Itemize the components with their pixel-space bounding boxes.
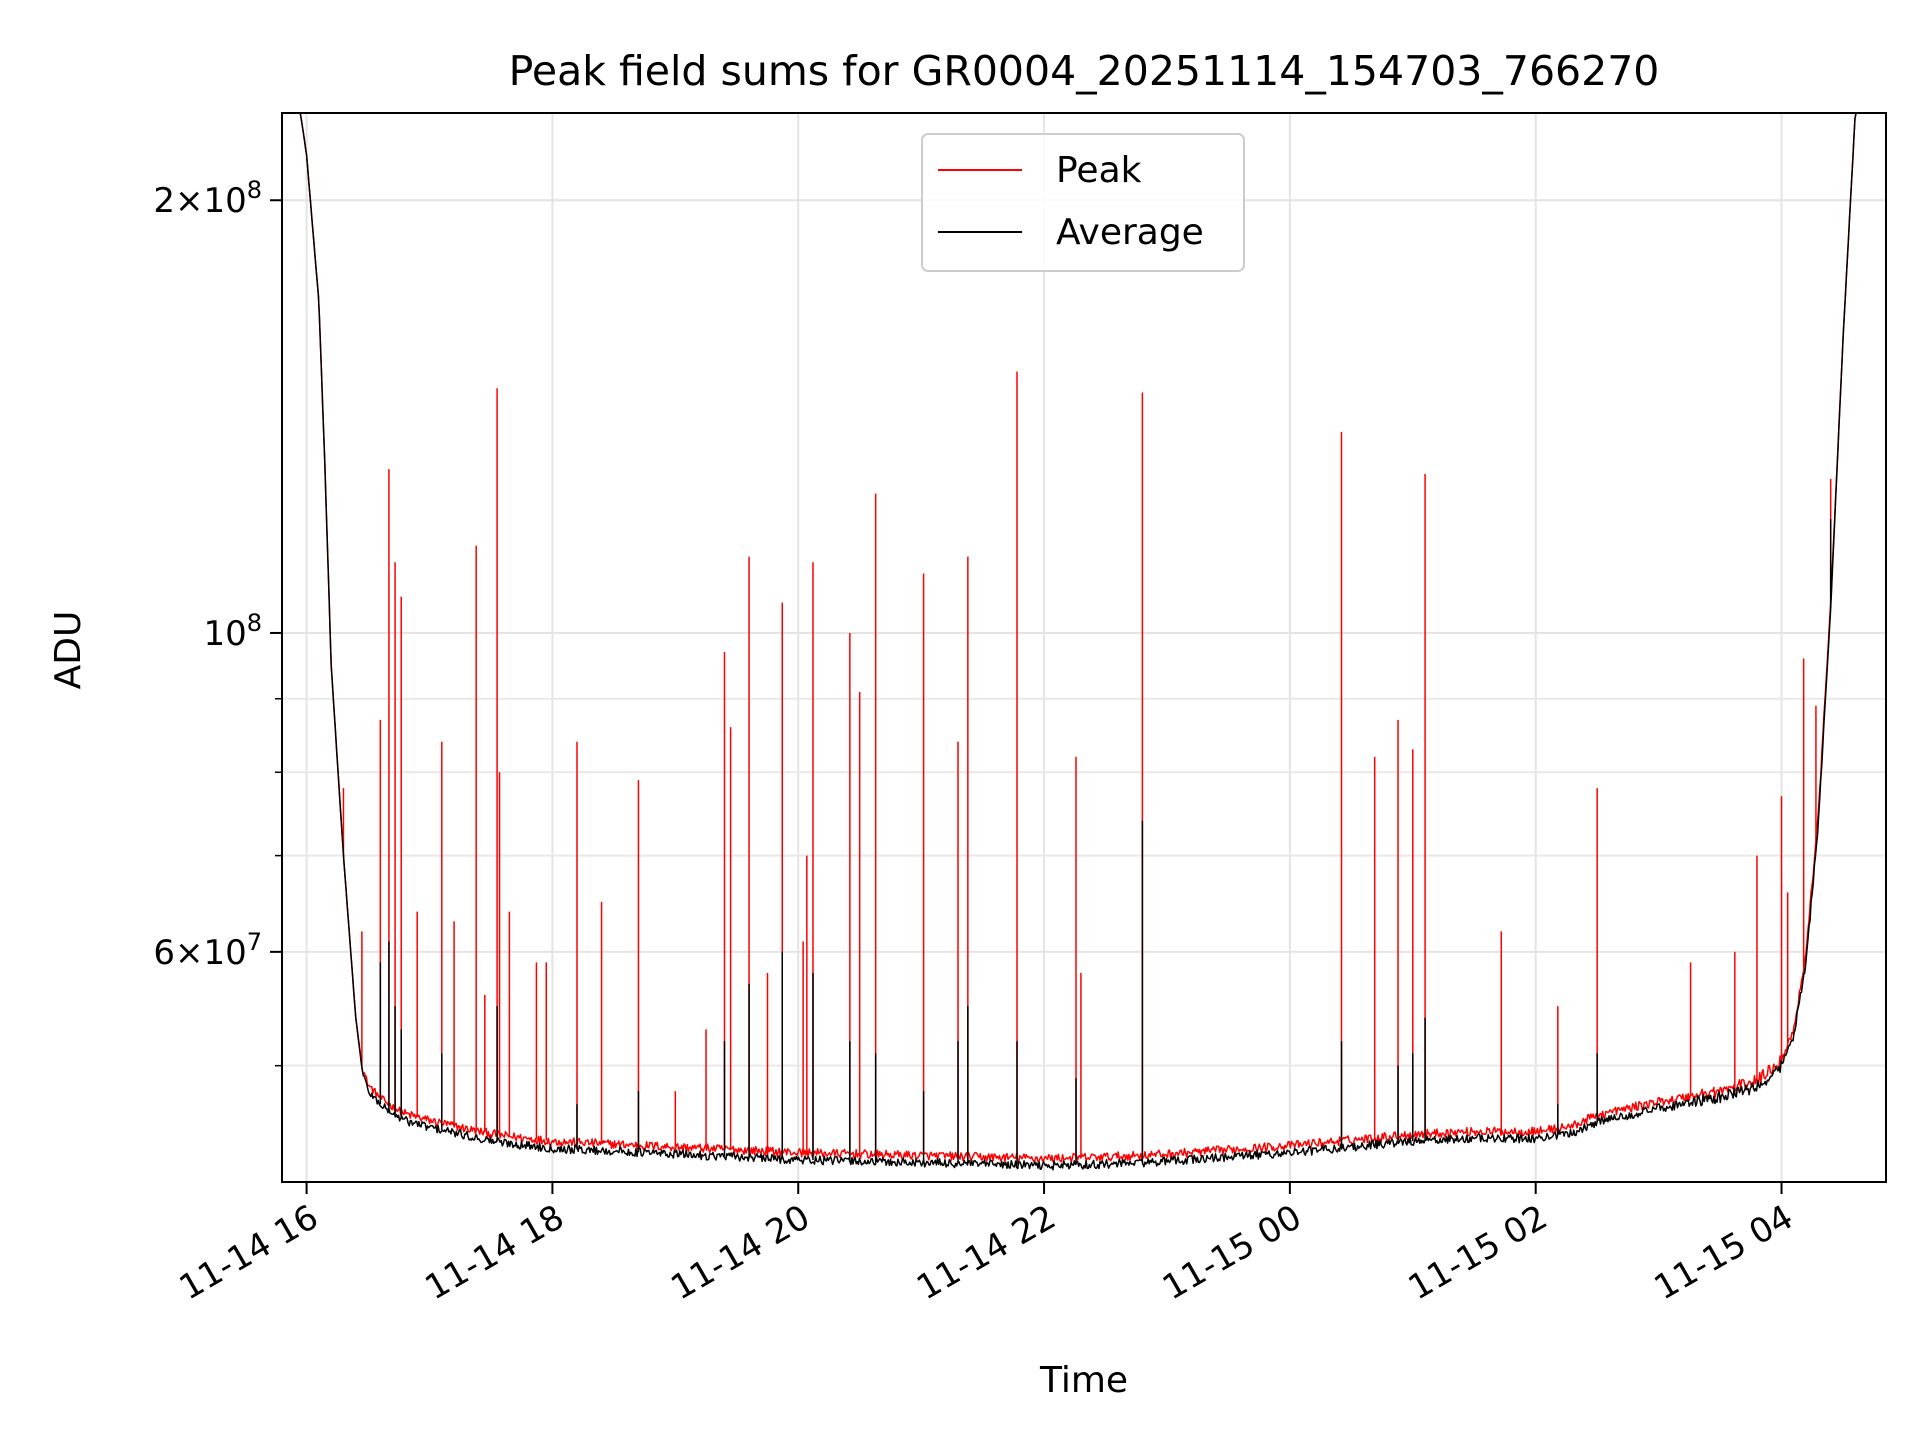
- legend-label-average: Average: [1056, 212, 1204, 253]
- plot-frame: [281, 112, 1887, 1183]
- y-tick-label: 2×108: [153, 176, 262, 221]
- grid-layer: [282, 113, 1886, 1182]
- legend-label-peak: Peak: [1056, 150, 1142, 191]
- legend: Peak Average: [921, 133, 1245, 272]
- y-axis-label: ADU: [48, 611, 89, 690]
- series-line-peak: [282, 112, 1886, 1163]
- x-axis-label: Time: [1039, 1360, 1128, 1401]
- y-tick-label: 6×107: [153, 928, 262, 973]
- series-layer: [282, 112, 1886, 1171]
- legend-box: [921, 133, 1245, 272]
- chart-title: Peak field sums for GR0004_20251114_1547…: [509, 47, 1660, 95]
- series-line-average: [282, 112, 1886, 1171]
- y-tick-label: 108: [203, 609, 262, 654]
